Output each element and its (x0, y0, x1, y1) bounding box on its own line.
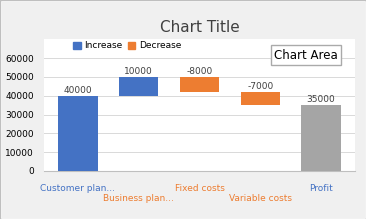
Text: Customer plan...: Customer plan... (40, 184, 115, 193)
Text: -7000: -7000 (247, 82, 273, 91)
Bar (180, 77, 219, 92)
Text: Fixed costs: Fixed costs (175, 184, 224, 193)
Text: 40000: 40000 (64, 86, 92, 95)
Text: -8000: -8000 (186, 67, 213, 76)
Text: Chart Area: Chart Area (274, 49, 338, 62)
Text: Business plan...: Business plan... (103, 194, 174, 203)
Legend: Increase, Decrease: Increase, Decrease (73, 41, 181, 50)
Text: 35000: 35000 (307, 95, 336, 104)
Bar (240, 92, 280, 105)
Text: Variable costs: Variable costs (229, 194, 292, 203)
Text: Profit: Profit (309, 184, 333, 193)
Bar (119, 77, 158, 96)
Text: 10000: 10000 (124, 67, 153, 76)
Bar (301, 105, 341, 171)
Bar (58, 96, 98, 171)
Title: Chart Title: Chart Title (160, 20, 239, 35)
